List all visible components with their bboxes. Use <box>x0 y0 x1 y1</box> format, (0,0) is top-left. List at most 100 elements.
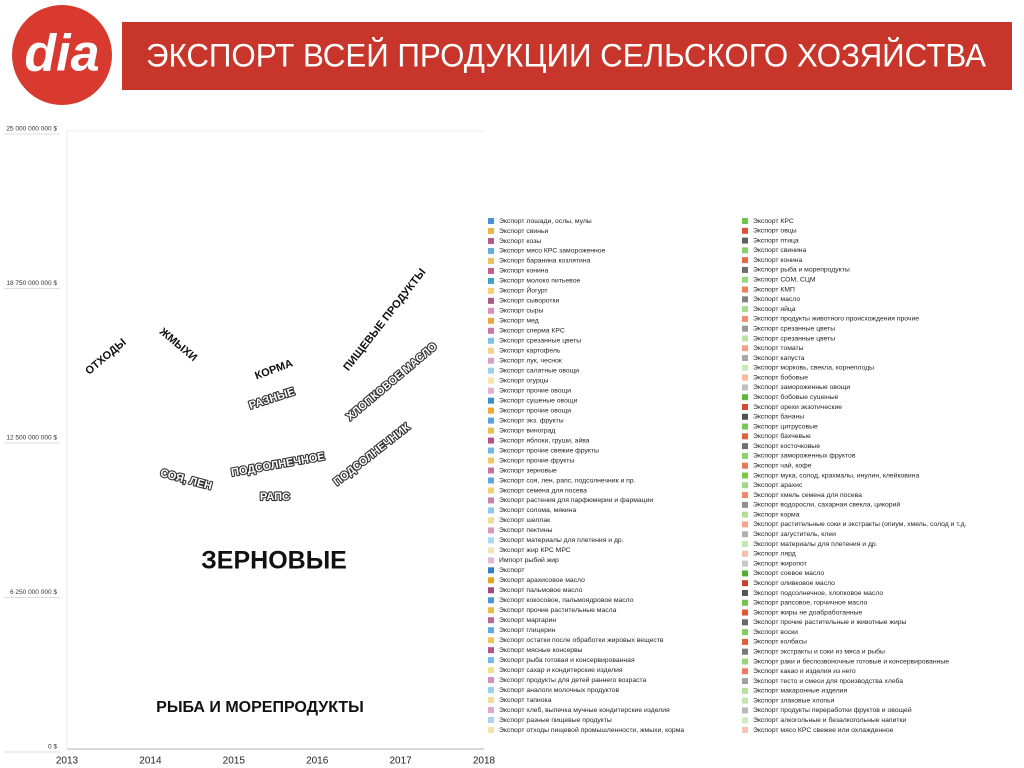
legend-label: Экспорт конина <box>499 268 549 275</box>
legend-swatch <box>742 717 748 724</box>
legend-swatch <box>742 501 748 508</box>
legend-swatch <box>742 384 748 391</box>
y-tick-label: 25 000 000 000 $ <box>6 126 57 133</box>
legend-label: Экспорт хлеб, выпечка мучные кондитерски… <box>499 706 670 714</box>
legend-label: Экспорт мясо КРС свежее или охлажденное <box>753 727 894 734</box>
y-tick-label: 12 500 000 000 $ <box>6 435 57 442</box>
legend-label: Экспорт конина <box>753 257 803 264</box>
legend-swatch <box>488 637 494 644</box>
legend-label: Экспорт картофель <box>499 348 561 355</box>
legend-label: Экспорт лярд <box>753 551 796 558</box>
legend-swatch <box>488 557 494 564</box>
annotation: ЗЕРНОВЫЕ <box>201 547 347 575</box>
legend-label: Экспорт остатки после обработки жировых … <box>499 636 664 644</box>
legend-label: Экспорт морковь, свекла, корнеплоды <box>753 365 874 372</box>
x-tick-label: 2017 <box>389 756 412 767</box>
legend-label: Экспорт срезанные цветы <box>753 335 835 342</box>
legend-swatch <box>488 417 494 424</box>
legend-label: Экспорт раки и беспозвоночные готовые и … <box>753 657 949 665</box>
legend-swatch <box>742 697 748 704</box>
legend-label: Экспорт разные пищевые продукты <box>499 717 612 724</box>
legend-label: Экспорт корма <box>753 511 800 518</box>
legend-label: Экспорт свинина <box>753 247 807 254</box>
legend-label: Экспорт орехи экзотические <box>753 404 842 411</box>
legend-swatch <box>742 218 748 224</box>
legend-label: Экспорт птица <box>753 237 799 244</box>
legend-swatch <box>488 687 494 694</box>
logo: dia <box>24 25 99 83</box>
legend-swatch <box>488 337 494 344</box>
legend-swatch <box>742 482 748 489</box>
legend-swatch <box>742 492 748 499</box>
legend-swatch <box>488 267 494 274</box>
legend-label: Экспорт отходы пищевой промышленности, ж… <box>499 726 684 734</box>
legend-swatch <box>488 347 494 354</box>
legend-label: Экспорт жиры не доабработанные <box>753 608 862 616</box>
legend-swatch <box>488 477 494 484</box>
legend-label: Экспорт тапиока <box>499 697 552 704</box>
legend-swatch <box>488 427 494 434</box>
legend-swatch <box>742 648 748 655</box>
legend-swatch <box>488 607 494 614</box>
x-tick-label: 2016 <box>306 756 329 767</box>
legend-label: Экспорт соя, лен, рапс, подсолнечник и п… <box>499 477 636 484</box>
legend-swatch <box>742 355 748 362</box>
legend-label: Экспорт экз. фрукты <box>499 417 564 424</box>
legend-label: Экспорт яйца <box>753 305 796 313</box>
legend-label: Экспорт зерновые <box>499 467 557 474</box>
legend-label: Экспорт Йогурт <box>499 286 548 295</box>
legend-swatch <box>488 357 494 364</box>
legend-label: Экспорт солома, мякина <box>499 507 576 514</box>
legend-swatch <box>488 467 494 474</box>
legend-label: Экспорт растительные соки и экстракты (о… <box>753 521 967 528</box>
legend-swatch <box>488 407 494 414</box>
legend-swatch <box>742 521 748 528</box>
legend-swatch <box>488 307 494 314</box>
legend-label: Экспорт масло <box>753 296 800 303</box>
legend-label: Экспорт чай, кофе <box>753 462 812 470</box>
legend-label: Экспорт прочие фрукты <box>499 457 574 464</box>
legend-swatch <box>742 678 748 685</box>
y-tick-label: 6 250 000 000 $ <box>10 589 57 596</box>
legend-swatch <box>488 397 494 404</box>
legend-swatch <box>742 727 748 733</box>
legend-swatch <box>742 413 748 420</box>
legend-label: Экспорт сыворотки <box>499 298 560 305</box>
legend-swatch <box>488 537 494 544</box>
legend-label: Экспорт прочие растительные и животные ж… <box>753 619 907 626</box>
legend-label: Экспорт томаты <box>753 345 804 352</box>
legend-swatch <box>742 452 748 459</box>
legend-label: Экспорт КРС <box>753 218 794 225</box>
legend-label: Экспорт макаронные изделия <box>753 688 847 695</box>
legend-swatch <box>742 472 748 479</box>
legend-label: Экспорт прочие овощи <box>499 387 571 394</box>
legend-swatch <box>742 668 748 675</box>
legend-label: Экспорт злаковые хлопья <box>753 697 835 704</box>
legend-swatch <box>742 541 748 548</box>
legend-label: Экспорт КМП <box>753 286 795 293</box>
legend-swatch <box>488 237 494 244</box>
legend-label: Экспорт мука, солод, крахмалы, инулин, к… <box>753 471 919 479</box>
x-tick-label: 2013 <box>56 756 79 767</box>
legend-swatch <box>742 629 748 636</box>
legend-label: Экспорт колбасы <box>753 638 807 646</box>
legend-label: Экспорт прочие растительные масла <box>499 607 617 614</box>
legend-label: Экспорт <box>499 567 525 574</box>
legend-swatch <box>488 247 494 254</box>
legend-label: Экспорт мед <box>499 318 539 325</box>
legend-label: Экспорт продукты животного происхождения… <box>753 316 919 323</box>
legend-swatch <box>488 517 494 524</box>
annotation: РАЗНЫЕ <box>248 386 297 412</box>
legend-swatch <box>742 433 748 440</box>
legend-label: Экспорт овцы <box>753 228 797 235</box>
legend-swatch <box>488 697 494 704</box>
legend-label: Экспорт бахчевые <box>753 432 811 440</box>
legend-label: Экспорт рыба готовая и консервированная <box>499 656 635 664</box>
legend-swatch <box>742 609 748 616</box>
legend-label: Экспорт материалы для плетения и др. <box>499 537 624 544</box>
legend-swatch <box>488 457 494 464</box>
legend-label: Экспорт пальмовое масло <box>499 587 583 594</box>
legend-label: Экспорт мясные консервы <box>499 647 583 654</box>
legend-swatch <box>488 677 494 684</box>
